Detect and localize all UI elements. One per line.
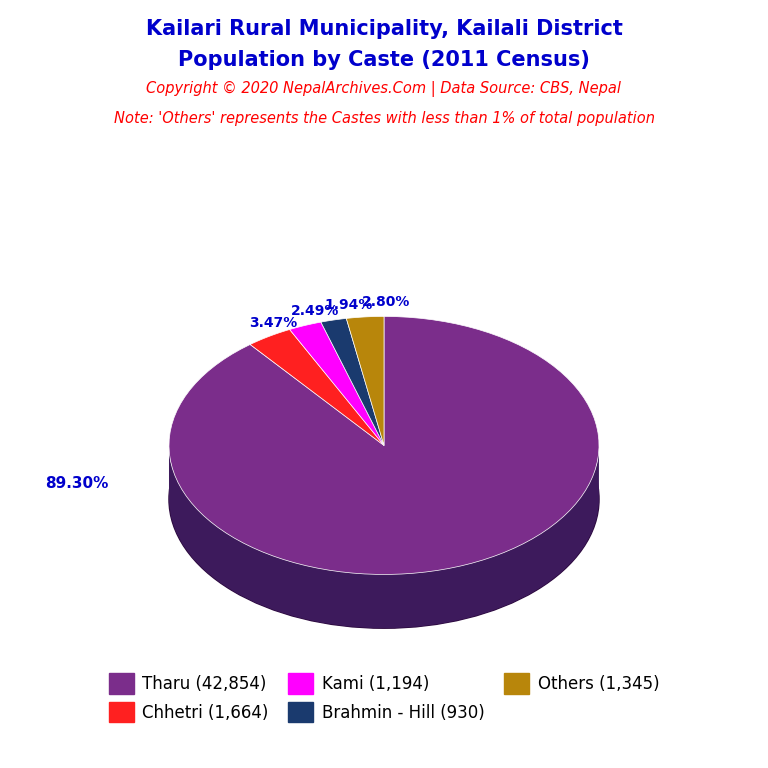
Polygon shape — [346, 316, 384, 445]
Text: Copyright © 2020 NepalArchives.Com | Data Source: CBS, Nepal: Copyright © 2020 NepalArchives.Com | Dat… — [147, 81, 621, 97]
Text: Population by Caste (2011 Census): Population by Caste (2011 Census) — [178, 50, 590, 70]
Polygon shape — [169, 316, 599, 574]
Ellipse shape — [169, 370, 599, 628]
Polygon shape — [250, 329, 384, 445]
Text: 2.80%: 2.80% — [362, 295, 410, 309]
Polygon shape — [169, 448, 599, 628]
Text: 89.30%: 89.30% — [45, 476, 108, 492]
Polygon shape — [290, 322, 384, 445]
Polygon shape — [321, 319, 384, 445]
Legend: Tharu (42,854), Chhetri (1,664), Kami (1,194), Brahmin - Hill (930), Others (1,3: Tharu (42,854), Chhetri (1,664), Kami (1… — [102, 667, 666, 729]
Text: Kailari Rural Municipality, Kailali District: Kailari Rural Municipality, Kailali Dist… — [146, 19, 622, 39]
Text: Note: 'Others' represents the Castes with less than 1% of total population: Note: 'Others' represents the Castes wit… — [114, 111, 654, 127]
Text: 1.94%: 1.94% — [325, 298, 373, 312]
Text: 2.49%: 2.49% — [291, 304, 339, 318]
Text: 3.47%: 3.47% — [249, 316, 297, 330]
